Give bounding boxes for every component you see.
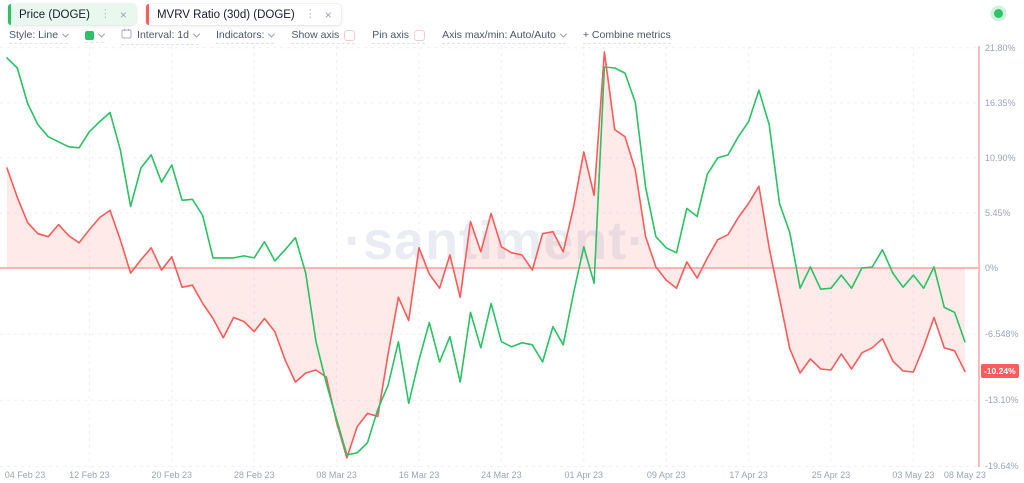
interval-selector[interactable]: Interval: 1d [121, 28, 201, 45]
metric-tab-label: Price (DOGE) [19, 8, 90, 21]
chevron-down-icon [559, 30, 567, 38]
x-axis-tick-label: 09 Apr 23 [646, 470, 686, 480]
chart-toolbar: Style: Line Interval: 1d Indicators: Sho… [0, 27, 1024, 46]
plot-canvas[interactable]: ·santiment· [0, 46, 978, 467]
x-axis-tick-label: 25 Apr 23 [811, 470, 851, 480]
current-value-badge: -10.24% [981, 364, 1019, 379]
x-axis-tick-label: 20 Feb 23 [151, 470, 193, 480]
x-axis-tick-label: 24 Mar 23 [481, 470, 522, 480]
metric-tab-label: MVRV Ratio (30d) (DOGE) [156, 8, 295, 21]
chart-svg [0, 46, 978, 467]
metric-tab-mvrv[interactable]: MVRV Ratio (30d) (DOGE) ⋮ × [145, 4, 341, 25]
indicators-selector[interactable]: Indicators: [215, 29, 276, 44]
x-axis-labels-row: 04 Feb 23 12 Feb 23 20 Feb 23 28 Feb 23 08 M… [0, 467, 1024, 483]
show-axis-label: Show axis [291, 29, 340, 41]
y-axis-tick-label: 5.45% [985, 208, 1011, 218]
y-axis-tick-label: -6.548% [985, 329, 1019, 340]
x-axis-tick-label: 03 May 23 [892, 470, 935, 480]
pin-axis-checkbox[interactable] [414, 29, 426, 41]
x-axis-tick-label: 16 Mar 23 [398, 470, 440, 480]
price-line [6, 57, 966, 456]
color-picker[interactable] [85, 30, 106, 43]
y-axis-tick-label: 0% [985, 263, 999, 273]
metric-tab-price[interactable]: Price (DOGE) ⋮ × [8, 4, 136, 25]
x-axis-tick-label: 28 Feb 23 [233, 470, 275, 480]
show-axis-toggle[interactable]: Show axis [291, 29, 356, 44]
close-icon[interactable]: × [119, 7, 127, 22]
y-axis-tick-label: 21.80% [985, 42, 1016, 53]
chevron-down-icon [192, 30, 201, 38]
combine-metrics-label: + Combine metrics [582, 29, 671, 41]
metric-tabs-row: Price (DOGE) ⋮ × MVRV Ratio (30d) (DOGE) ⋮ × [0, 0, 1024, 27]
mvrv-line [6, 51, 966, 459]
color-swatch [85, 30, 95, 40]
close-icon[interactable]: × [324, 7, 332, 22]
x-axis-tick-label: 08 May 23 [943, 470, 986, 480]
axis-maxmin-label: Axis max/min: Auto/Auto [442, 29, 556, 41]
kebab-menu-icon[interactable]: ⋮ [99, 8, 111, 20]
style-selector[interactable]: Style: Line [9, 29, 70, 44]
calendar-icon [121, 28, 132, 42]
status-notification-dot[interactable] [994, 9, 1003, 18]
axis-maxmin-selector[interactable]: Axis max/min: Auto/Auto [442, 29, 567, 44]
y-axis-tick-label: -13.10% [985, 395, 1019, 406]
chevron-down-icon [97, 30, 106, 38]
y-axis-tick-label: -19.64% [985, 461, 1019, 472]
x-axis-tick-label: 04 Feb 23 [4, 470, 46, 480]
chevron-down-icon [61, 30, 70, 38]
y-axis-rail[interactable]: 21.80% 16.35% 10.90% 5.45% 0% -6.548% -13.10% -… [978, 42, 1024, 471]
mvrv-area-fill [7, 51, 965, 458]
pin-axis-label: Pin axis [372, 29, 410, 41]
style-selector-label: Style: Line [9, 29, 59, 41]
y-axis-tick-label: 16.35% [985, 97, 1016, 108]
interval-selector-label: Interval: 1d [137, 29, 189, 41]
kebab-menu-icon[interactable]: ⋮ [304, 8, 316, 20]
chevron-down-icon [268, 30, 276, 38]
metric-color-stripe [8, 4, 11, 25]
x-axis-tick-label: 01 Apr 23 [564, 470, 604, 480]
pin-axis-toggle[interactable]: Pin axis [372, 29, 426, 44]
metric-color-stripe [145, 4, 149, 25]
indicators-selector-label: Indicators: [215, 29, 265, 41]
x-axis-tick-label: 12 Feb 23 [69, 470, 110, 480]
chart-area: ·santiment· 21.80% 16.35% 10.90% 5.45% 0% -6.… [0, 42, 1024, 471]
y-axis-tick-label: 10.90% [985, 152, 1016, 163]
x-axis-tick-label: 08 Mar 23 [316, 470, 357, 480]
combine-metrics-button[interactable]: + Combine metrics [582, 29, 671, 44]
show-axis-checkbox[interactable] [344, 29, 356, 41]
x-axis-tick-label: 17 Apr 23 [729, 470, 768, 480]
